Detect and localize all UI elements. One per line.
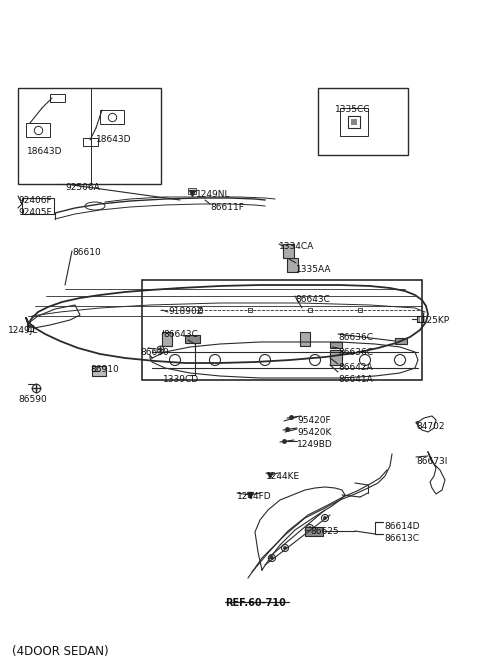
Bar [162,332,172,346]
Bar [283,244,294,258]
Text: 86610: 86610 [72,248,101,257]
Bar [185,335,200,343]
Text: 1335CC: 1335CC [335,105,371,114]
Bar [300,332,310,346]
Text: 86643C: 86643C [295,295,330,304]
Bar [305,527,323,536]
Text: 1249NL: 1249NL [196,190,230,199]
Text: 86636C: 86636C [338,333,373,342]
Circle shape [309,527,311,529]
Text: 95420F: 95420F [297,416,331,425]
Bar [26,123,50,137]
Text: 1339CD: 1339CD [163,375,199,384]
Bar [318,88,408,155]
Bar [92,366,106,376]
Text: 92406F: 92406F [18,196,52,205]
Circle shape [324,517,326,519]
Bar [18,88,161,184]
Text: 86614D: 86614D [384,522,420,531]
Text: 86673I: 86673I [416,457,447,466]
Text: (4DOOR SEDAN): (4DOOR SEDAN) [12,645,108,658]
Text: 86641A: 86641A [338,375,373,384]
Text: REF.60-710: REF.60-710 [225,598,286,608]
Text: 92405F: 92405F [18,208,52,217]
Text: 86590: 86590 [18,395,47,404]
Bar [22,198,54,214]
Text: 18643D: 18643D [27,147,62,156]
Text: 1249JL: 1249JL [8,326,38,335]
Text: 86910: 86910 [90,365,119,374]
Text: 1249BD: 1249BD [297,440,333,449]
Text: 1125KP: 1125KP [416,316,450,325]
Bar [50,94,65,102]
Text: 18643D: 18643D [96,135,132,144]
Text: 86636C: 86636C [338,348,373,357]
Text: 86630: 86630 [140,348,169,357]
Text: 1335AA: 1335AA [296,265,332,274]
Bar [188,188,196,194]
Text: 1334CA: 1334CA [279,242,314,251]
Bar [395,338,407,344]
Text: 86625: 86625 [310,527,338,536]
Bar [287,258,298,272]
Text: 95420K: 95420K [297,428,331,437]
Bar [330,342,342,348]
Bar [340,108,368,136]
Text: 86643C: 86643C [163,330,198,339]
Text: 86613C: 86613C [384,534,419,543]
Text: 86642A: 86642A [338,363,372,372]
Text: 92506A: 92506A [65,183,100,192]
Circle shape [271,557,273,559]
Bar [142,280,422,380]
Text: 1244KE: 1244KE [266,472,300,481]
Bar [330,350,342,365]
Text: 1244FD: 1244FD [237,492,272,501]
Text: 84702: 84702 [416,422,444,431]
Text: 91890Z: 91890Z [168,307,203,316]
Bar [100,110,124,124]
Text: 86611F: 86611F [210,203,244,212]
Circle shape [284,547,286,549]
Bar [83,138,98,146]
